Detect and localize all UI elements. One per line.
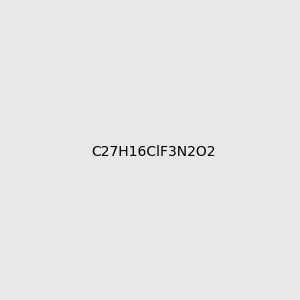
Text: C27H16ClF3N2O2: C27H16ClF3N2O2 [92, 145, 216, 158]
